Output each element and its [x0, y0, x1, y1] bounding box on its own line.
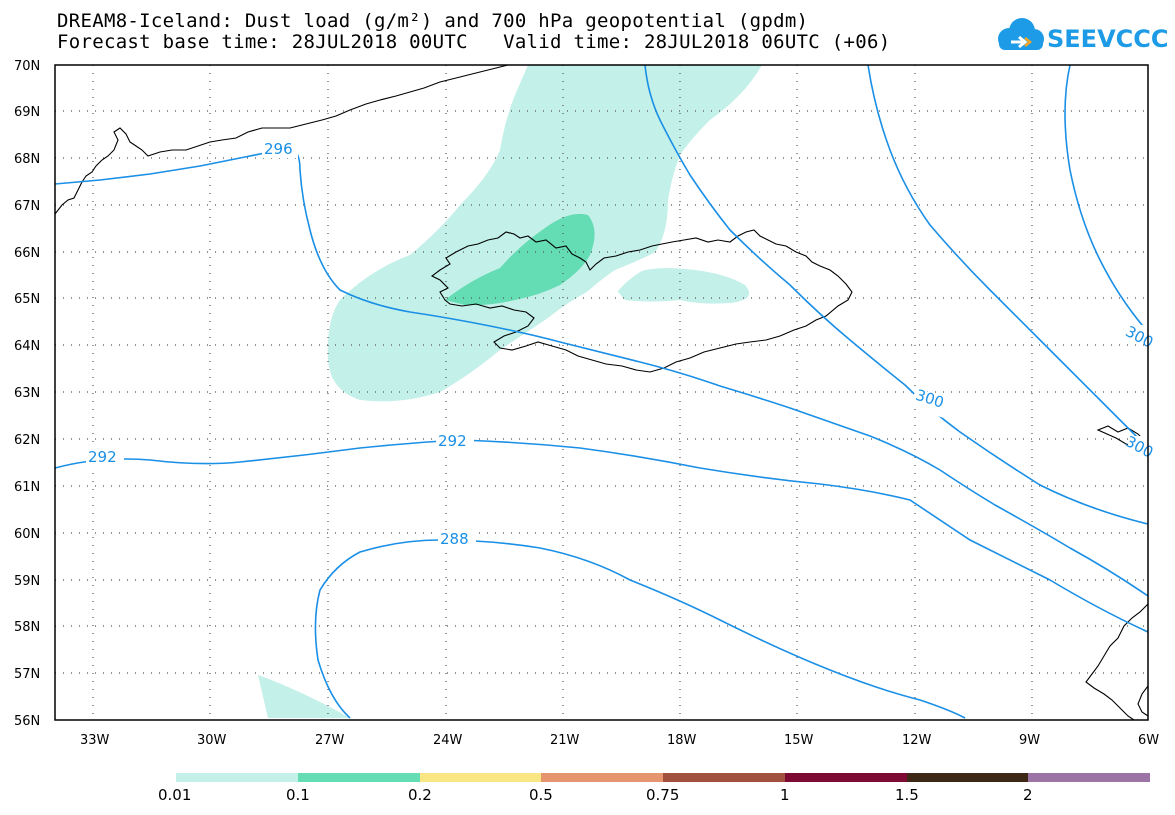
dust-shading	[258, 65, 762, 718]
lat-label: 68N	[14, 152, 40, 167]
iceland-coast	[430, 229, 853, 373]
colorbar-swatch	[663, 773, 785, 782]
forecast-times: Forecast base time: 28JUL2018 00UTC Vali…	[57, 31, 891, 53]
geopotential-contours	[54, 64, 1149, 719]
dust-area-white	[550, 250, 661, 345]
contour-label: 300	[1122, 432, 1156, 461]
lat-label: 69N	[14, 105, 40, 120]
lat-label: 66N	[14, 246, 40, 261]
colorbar-tick: 1.5	[895, 786, 919, 804]
colorbar-swatch	[1028, 773, 1150, 782]
colorbar-swatch	[298, 773, 420, 782]
lat-label: 63N	[14, 386, 40, 401]
lat-label: 61N	[14, 480, 40, 495]
lon-label: 24W	[433, 733, 463, 748]
colorbar-swatch	[541, 773, 663, 782]
colorbar-swatch	[420, 773, 541, 782]
colorbar-tick: 0.1	[286, 786, 310, 804]
contour-300	[644, 64, 1149, 525]
lat-label: 64N	[14, 339, 40, 354]
cloud-icon	[998, 18, 1044, 50]
lat-label: 57N	[14, 667, 40, 682]
contour-292	[54, 439, 1149, 633]
contour-300-east	[867, 64, 1149, 449]
lat-label: 56N	[14, 714, 40, 729]
lon-label: 12W	[902, 733, 932, 748]
dust-area-light-east	[612, 268, 750, 304]
lat-label: 62N	[14, 433, 40, 448]
lon-label: 9W	[1019, 733, 1040, 748]
map-frame	[54, 64, 1149, 721]
latitude-labels: 56N 57N 58N 59N 60N 61N 62N 63N 64N 65N …	[14, 59, 40, 729]
lon-label: 27W	[315, 733, 345, 748]
colorbar-tick: 1	[780, 786, 790, 804]
scotland-coast	[1085, 603, 1149, 721]
contour-label: 300	[1122, 322, 1156, 351]
colorbar-swatch	[785, 773, 907, 782]
seevccc-logo: SEEVCCC	[998, 18, 1169, 53]
lon-label: 33W	[80, 733, 110, 748]
greenland-coast	[54, 64, 509, 215]
lat-label: 59N	[14, 574, 40, 589]
contour-296	[54, 147, 1149, 597]
longitude-labels: 33W 30W 27W 24W 21W 18W 15W 12W 9W 6W	[80, 733, 1159, 748]
contour-label: 292	[438, 432, 467, 450]
colorbar-swatch	[176, 773, 298, 782]
contour-288	[314, 539, 966, 719]
dust-area-medium	[445, 213, 595, 306]
lon-label: 18W	[667, 733, 697, 748]
contour-304	[1064, 64, 1149, 333]
lat-label: 70N	[14, 59, 40, 74]
logo-text: SEEVCCC	[1047, 25, 1169, 53]
lat-label: 65N	[14, 292, 40, 307]
colorbar-tick: 0.01	[158, 786, 191, 804]
colorbar-tick: 0.2	[408, 786, 432, 804]
dust-area-light-south	[258, 675, 350, 718]
contour-label: 296	[264, 140, 293, 158]
contour-label: 292	[88, 448, 117, 466]
colorbar-tick: 0.75	[646, 786, 679, 804]
dust-colorbar: 0.01 0.1 0.2 0.5 0.75 1 1.5 2	[158, 773, 1150, 804]
lon-label: 21W	[550, 733, 580, 748]
lat-label: 58N	[14, 620, 40, 635]
lat-label: 67N	[14, 199, 40, 214]
colorbar-swatch	[907, 773, 1028, 782]
lon-label: 6W	[1138, 733, 1159, 748]
lon-label: 30W	[197, 733, 227, 748]
colorbar-tick: 2	[1023, 786, 1033, 804]
lon-label: 15W	[784, 733, 814, 748]
contour-label: 288	[440, 530, 469, 548]
map-title: DREAM8-Iceland: Dust load (g/m²) and 700…	[57, 10, 809, 32]
colorbar-tick: 0.5	[529, 786, 553, 804]
lat-label: 60N	[14, 527, 40, 542]
